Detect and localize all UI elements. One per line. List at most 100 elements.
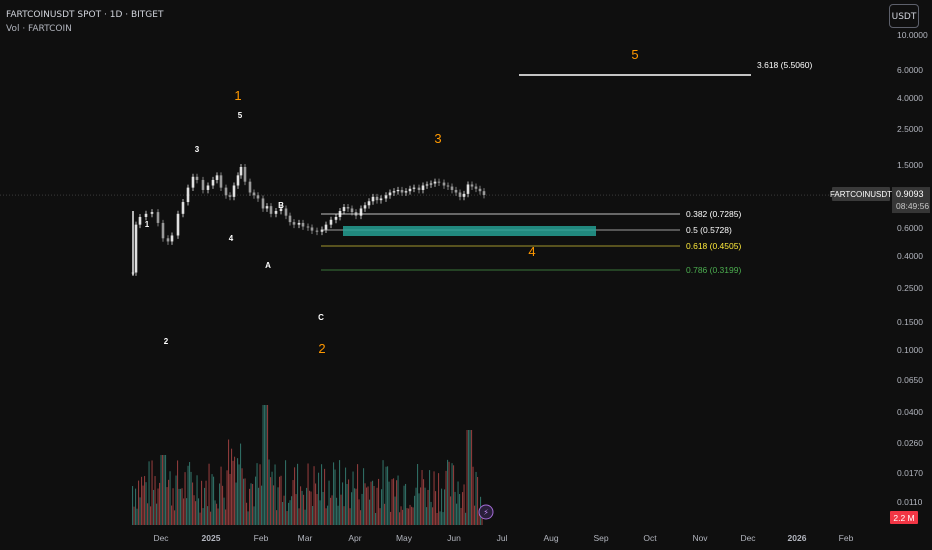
volume-bar [427,489,429,525]
volume-bar [328,480,330,525]
volume-bar [406,508,408,525]
volume-bar [322,491,324,525]
symbol-title: FARTCOINUSDT SPOT · 1D · BITGET [6,10,164,20]
volume-bar [358,499,360,525]
volume-bar [387,466,389,525]
volume-bar [240,443,242,525]
volume-bar [379,508,381,525]
volume-bar [148,461,150,525]
volume-bar [408,508,410,525]
candle-body [301,222,305,227]
volume-bar [420,487,422,525]
volume-bar [214,500,216,525]
volume-bars [132,405,483,525]
volume-bar [286,511,288,525]
volume-bar [162,455,164,525]
volume-bar [226,470,228,525]
candle-body [437,181,441,183]
volume-bar [465,512,467,525]
volume-bar [334,469,336,525]
candle-body [421,185,425,190]
candle-body [458,192,462,197]
candle-body [297,222,301,225]
price-tick: 0.0650 [897,375,923,385]
volume-bar [468,430,470,525]
fib-label: 0.618 (0.4505) [686,241,741,251]
volume-bar [175,475,177,525]
candle-body [252,192,256,196]
time-tick: Sep [593,533,608,543]
volume-bar [163,455,165,525]
candle-body [450,186,454,190]
volume-bar [400,506,402,525]
candle-body [186,187,190,203]
volume-bar [241,468,243,525]
volume-bar [411,506,413,525]
volume-bar [426,507,428,525]
volume-bar [399,512,401,525]
currency-button[interactable]: USDT [889,4,919,28]
volume-bar [393,478,395,525]
volume-bar [198,498,200,525]
candle-body [474,186,478,189]
candle-body [265,206,269,209]
volume-bar [133,506,135,525]
volume-bar [478,512,480,525]
candle-body [181,202,185,214]
volume-bar [357,464,359,525]
price-tick: 0.0170 [897,468,923,478]
volume-bar [153,489,155,525]
volume-bar [324,468,326,525]
time-axis: Dec 2025 Feb Mar Apr May Jun Jul Aug Sep Oct Nov Dec… [153,533,853,543]
volume-bar [208,463,210,525]
volume-bar [336,497,338,525]
volume-bar [448,461,450,525]
volume-bar [189,462,191,525]
volume-bar [187,465,189,525]
volume-bar [415,487,417,525]
volume-bar [366,487,368,525]
time-tick: May [396,533,413,543]
time-tick: Feb [839,533,854,543]
volume-bar [462,492,464,525]
volume-bar [438,473,440,525]
volume-bar [166,487,168,525]
volume-bar [151,460,153,525]
time-tick: Jun [447,533,461,543]
candle-body [224,187,228,196]
candle-body [433,181,437,184]
candle-body [279,208,283,212]
volume-bar [319,500,321,525]
volume-bar [150,506,152,525]
candle-body [201,179,205,190]
volume-bar [361,493,363,525]
volume-bar [313,466,315,525]
volume-bar [247,511,249,525]
time-tick: Nov [692,533,708,543]
volume-bar [451,463,453,525]
candle-body [466,184,470,194]
volume-bar [256,463,258,525]
major-wave-label: 1 [234,88,241,103]
minor-wave-label: 1 [145,220,150,229]
volume-bar [252,483,254,525]
volume-bar [469,430,471,525]
volume-bar [471,430,473,525]
volume-bar [340,494,342,525]
volume-bar [222,485,224,525]
candle-body [367,201,371,206]
candle-body [404,191,408,193]
candle-body [429,183,433,185]
price-tick: 0.1000 [897,345,923,355]
volume-bar [375,512,377,525]
volume-bar [355,488,357,525]
volume-bar [165,455,167,525]
candle-body [288,215,292,223]
candle-body [392,191,396,193]
candle-body [191,176,195,188]
volume-bar [201,480,203,525]
volume-bar [142,485,144,525]
volume-bar [250,483,252,525]
volume-bar [180,488,182,525]
